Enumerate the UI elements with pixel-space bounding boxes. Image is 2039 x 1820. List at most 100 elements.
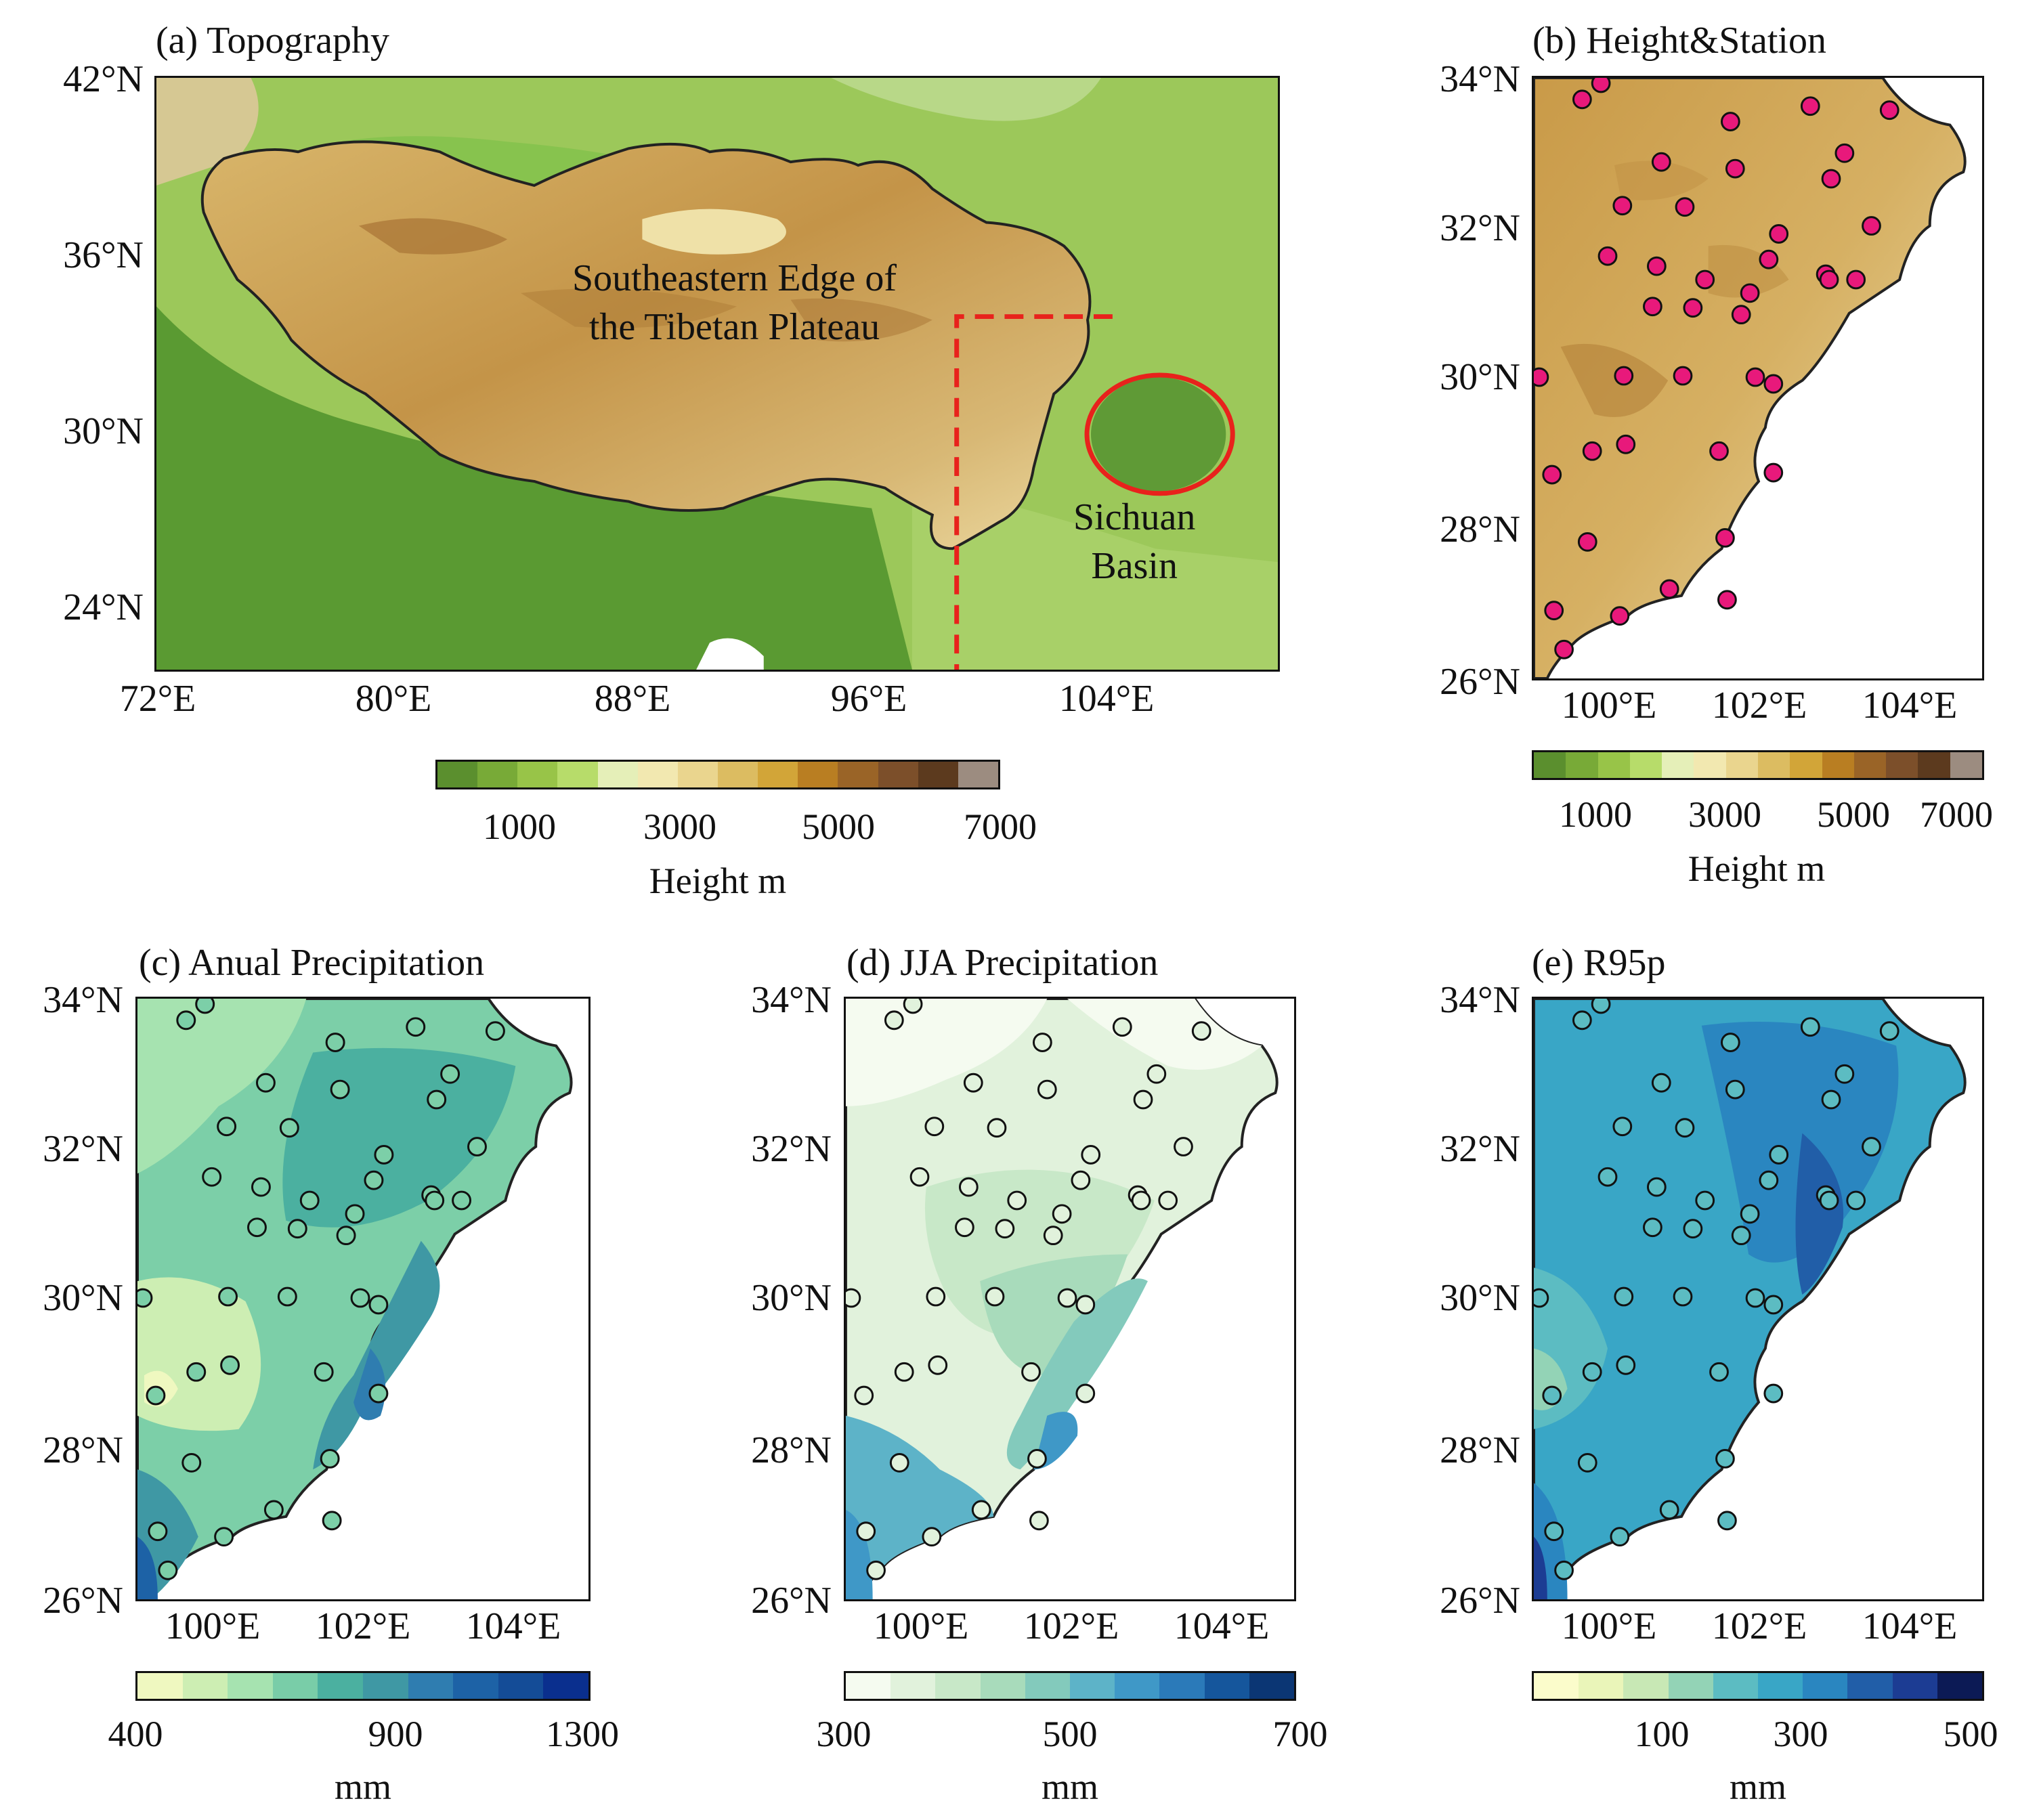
panel-a-ytick: 30°N [63, 410, 144, 452]
station-marker [1614, 366, 1634, 386]
station-marker [1709, 441, 1729, 461]
colorbar-swatch [1822, 752, 1854, 778]
colorbar-swatch [717, 762, 758, 787]
station-marker [220, 1355, 240, 1375]
colorbar-swatch [1159, 1673, 1205, 1699]
station-marker [1572, 89, 1592, 110]
station-marker [195, 999, 215, 1014]
colorbar-swatch [846, 1673, 891, 1699]
station-marker [926, 1286, 946, 1307]
station-marker [846, 1288, 861, 1308]
colorbar-swatch [1249, 1673, 1295, 1699]
station-marker [1071, 1170, 1091, 1190]
station-marker [1673, 1286, 1693, 1307]
station-marker [1731, 1226, 1751, 1246]
panel-d-xtick: 104°E [1174, 1605, 1270, 1647]
station-marker [146, 1385, 166, 1406]
colorbar-swatch [453, 1673, 498, 1699]
station-marker [330, 1079, 350, 1100]
station-marker [1740, 283, 1760, 303]
colorbar-swatch [838, 762, 878, 787]
panel-b-ytick: 28°N [1440, 508, 1520, 550]
station-marker [277, 1286, 297, 1307]
panel-b-ytick: 34°N [1440, 58, 1520, 100]
station-marker [894, 1362, 914, 1382]
station-marker [137, 1288, 153, 1308]
panel-a-ytick: 42°N [63, 58, 144, 100]
colorbar-swatch [272, 1673, 318, 1699]
colorbar-swatch [758, 762, 798, 787]
panel-e-ytick: 32°N [1440, 1128, 1520, 1170]
colorbar-swatch [182, 1673, 228, 1699]
station-marker [1554, 1560, 1574, 1580]
region-label: Southeastern Edge of the Tibetan Plateau [572, 254, 897, 351]
panel-c-ytick: 28°N [43, 1429, 123, 1471]
colorbar-tick: 300 [816, 1714, 872, 1754]
station-marker [1612, 1117, 1633, 1137]
colorbar-swatch [1579, 1673, 1624, 1699]
panel-a-xtick: 88°E [594, 678, 671, 720]
station-marker [336, 1226, 356, 1246]
station-marker [1191, 1021, 1211, 1041]
station-marker [322, 1511, 342, 1531]
station-marker [1683, 1219, 1703, 1239]
panel-b-ytick: 26°N [1440, 661, 1520, 703]
station-marker [889, 1452, 909, 1473]
station-marker [368, 1295, 389, 1315]
colorbar-tick: 100 [1634, 1714, 1690, 1754]
basin-label: Sichuan Basin [1073, 493, 1195, 590]
station-marker [148, 1521, 168, 1542]
station-marker [299, 1190, 320, 1211]
station-marker [1146, 1064, 1167, 1084]
colorbar-tick: 7000 [1920, 794, 1993, 835]
colorbar-tick: 1000 [1559, 794, 1632, 835]
station-marker [1675, 197, 1695, 217]
station-marker [374, 1145, 394, 1165]
station-marker [1582, 1362, 1602, 1382]
colorbar-tick: 3000 [1688, 794, 1761, 835]
colorbar-swatch [1694, 752, 1726, 778]
station-marker [320, 1449, 340, 1469]
station-marker [1616, 434, 1636, 454]
station-marker [1029, 1511, 1049, 1531]
station-marker [1717, 1511, 1737, 1531]
colorbar-swatch [1757, 752, 1790, 778]
panel-b-ytick: 30°N [1440, 356, 1520, 398]
colorbar-swatch [637, 762, 678, 787]
colorbar-swatch [477, 762, 518, 787]
panel-c-ytick: 30°N [43, 1277, 123, 1319]
station-marker [325, 1033, 345, 1052]
station-marker [279, 1118, 299, 1138]
station-marker [1800, 96, 1820, 116]
colorbar-title: mm [334, 1767, 391, 1807]
colorbar-swatch [798, 762, 838, 787]
colorbar-swatch [137, 1673, 183, 1699]
colorbar-tick: 7000 [964, 806, 1037, 847]
station-marker [963, 1072, 983, 1093]
station-marker [1081, 1145, 1101, 1165]
colorbar-panel-c [135, 1671, 591, 1701]
station-marker [186, 1362, 207, 1382]
colorbar-swatch [1847, 1673, 1893, 1699]
station-marker [1879, 1021, 1900, 1041]
colorbar-swatch [890, 1673, 936, 1699]
station-marker [1577, 532, 1597, 552]
station-marker [1032, 1033, 1052, 1052]
station-marker [1027, 1449, 1047, 1469]
panel-e-ytick: 30°N [1440, 1277, 1520, 1319]
station-marker [1759, 249, 1779, 269]
colorbar-swatch [408, 1673, 454, 1699]
station-marker [1759, 1170, 1779, 1190]
station-marker [1158, 1190, 1178, 1211]
colorbar-swatch [1070, 1673, 1115, 1699]
station-marker [1075, 1295, 1096, 1315]
colorbar-swatch [543, 1673, 588, 1699]
panel-a-title: (a) Topography [156, 20, 389, 62]
station-marker [1544, 1521, 1564, 1542]
station-marker [1616, 1355, 1636, 1375]
station-marker [1725, 1079, 1745, 1100]
colorbar-title: Height m [649, 861, 787, 901]
station-map [1532, 76, 1984, 680]
panel-d-xtick: 102°E [1023, 1605, 1119, 1647]
colorbar-swatch [1623, 1673, 1669, 1699]
